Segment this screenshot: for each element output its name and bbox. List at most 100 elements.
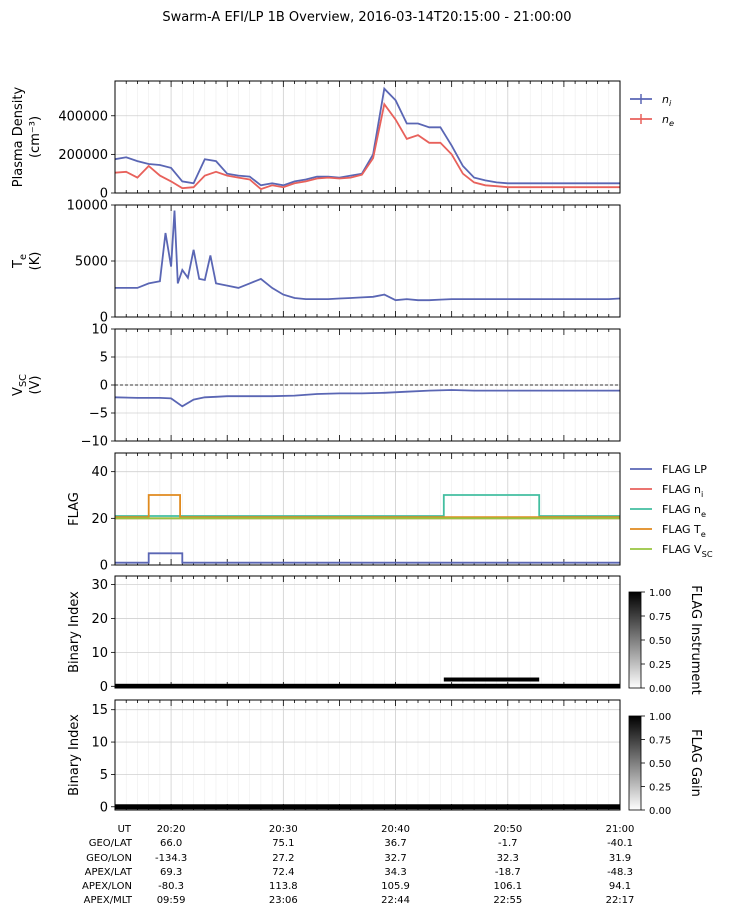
axes-frame bbox=[114, 699, 621, 811]
x-table-cell: 20:40 bbox=[381, 824, 410, 835]
y-tick-label: 0 bbox=[100, 559, 108, 574]
x-table-row-label: APEX/LAT bbox=[85, 867, 133, 878]
legend-label: FLAG LP bbox=[662, 463, 707, 476]
y-tick-label: 40 bbox=[91, 465, 108, 480]
series-n-e bbox=[115, 102, 620, 191]
x-table-cell: 20:50 bbox=[493, 824, 522, 835]
plot-area bbox=[115, 210, 620, 302]
colorbar-gradient bbox=[628, 591, 642, 689]
y-axis-label: FLAG bbox=[67, 492, 82, 526]
x-table-cell: 27.2 bbox=[272, 853, 294, 864]
binary-bar-index-0 bbox=[115, 804, 620, 810]
x-table-cell: 66.0 bbox=[160, 838, 182, 849]
x-table-cell: -48.3 bbox=[607, 867, 633, 878]
colorbar-tick-label: 0.00 bbox=[649, 806, 671, 817]
y-tick-label: 20 bbox=[91, 512, 108, 527]
x-table-cell: 32.7 bbox=[384, 853, 406, 864]
x-table-row-label: GEO/LON bbox=[86, 853, 132, 864]
y-tick-label: 30 bbox=[91, 578, 108, 593]
y-tick-label: 400000 bbox=[58, 109, 108, 124]
legend-label: FLAG ni bbox=[662, 483, 703, 499]
x-table-cell: 106.1 bbox=[493, 881, 522, 892]
y-tick-label: 10 bbox=[91, 323, 108, 338]
x-table-row-label: UT bbox=[118, 824, 132, 835]
y-tick-label: 5 bbox=[100, 768, 108, 783]
colorbar-tick-label: 0.00 bbox=[649, 684, 671, 695]
colorbar-flag_instrument: 0.00 0.25 0.50 0.75 1.00 FLAG Instrument bbox=[628, 585, 703, 695]
colorbar-label: FLAG Instrument bbox=[688, 585, 703, 694]
x-table-row-label: APEX/LON bbox=[82, 881, 132, 892]
series-t-e bbox=[115, 210, 620, 302]
y-tick-label: 5 bbox=[100, 351, 108, 366]
legend-entry: FLAG VSC bbox=[630, 543, 713, 559]
panel-flag_gain: 0 5 10 15 Binary Index bbox=[67, 699, 621, 815]
legend-entry: FLAG LP bbox=[630, 463, 707, 476]
series-v-sc bbox=[115, 389, 620, 408]
x-table-cell: 22:17 bbox=[606, 895, 635, 906]
plot-area bbox=[115, 677, 620, 688]
y-tick-label: 5000 bbox=[75, 255, 108, 270]
y-tick-label: 15 bbox=[91, 703, 108, 718]
x-table-cell: 75.1 bbox=[272, 838, 294, 849]
y-tick-label: 0 bbox=[100, 379, 108, 394]
colorbar-tick-label: 0.50 bbox=[649, 759, 671, 770]
legend-entry: FLAG Te bbox=[630, 523, 706, 539]
x-table-cell: 20:30 bbox=[269, 824, 298, 835]
x-table-cell: 22:44 bbox=[381, 895, 410, 906]
x-table-cell: 09:59 bbox=[157, 895, 186, 906]
x-table-cell: -80.3 bbox=[158, 881, 184, 892]
colorbar-tick-label: 0.25 bbox=[649, 783, 671, 794]
panel-vsc: −10 −5 0 5 10 VSC (V) bbox=[11, 323, 621, 450]
series-flag-t-e bbox=[115, 494, 620, 519]
axes-frame bbox=[114, 80, 621, 194]
x-table-cell: 94.1 bbox=[609, 881, 631, 892]
y-axis-label: Binary Index bbox=[67, 591, 82, 673]
y-tick-label: 10 bbox=[91, 736, 108, 751]
panel-flag: 0 20 40 FLAG bbox=[67, 452, 621, 574]
series-flag-lp bbox=[115, 552, 620, 564]
x-table-cell: -18.7 bbox=[495, 867, 521, 878]
colorbar-label: FLAG Gain bbox=[688, 729, 703, 797]
x-table-cell: 105.9 bbox=[381, 881, 410, 892]
legend-entry: FLAG ni bbox=[630, 483, 703, 499]
y-axis-label: (V) bbox=[28, 375, 43, 394]
y-tick-label: −5 bbox=[89, 407, 108, 422]
panel-density: 0 200000 400000 Plasma Density (cm⁻³) bbox=[11, 80, 621, 202]
legend-label: FLAG ne bbox=[662, 503, 706, 519]
colorbar-tick-label: 0.50 bbox=[649, 636, 671, 647]
y-tick-label: 20 bbox=[91, 612, 108, 627]
y-tick-label: 10 bbox=[91, 646, 108, 661]
x-table-cell: -1.7 bbox=[498, 838, 518, 849]
y-tick-label: 0 bbox=[100, 187, 108, 202]
x-table-cell: 22:55 bbox=[493, 895, 522, 906]
x-table-cell: 23:06 bbox=[269, 895, 298, 906]
y-axis-label: Binary Index bbox=[67, 714, 82, 796]
y-tick-label: 10000 bbox=[67, 199, 108, 214]
series-n-i bbox=[115, 86, 620, 187]
colorbar-gradient bbox=[628, 715, 642, 811]
legend-entry: ne bbox=[630, 113, 674, 128]
y-tick-label: 0 bbox=[100, 800, 108, 815]
x-table-cell: -134.3 bbox=[155, 853, 187, 864]
y-axis-label: (K) bbox=[28, 252, 43, 271]
x-table-cell: 31.9 bbox=[609, 853, 631, 864]
x-table-cell: -40.1 bbox=[607, 838, 633, 849]
colorbar-flag_gain: 0.00 0.25 0.50 0.75 1.00 FLAG Gain bbox=[628, 712, 703, 817]
plot-area bbox=[115, 384, 620, 408]
y-tick-label: 200000 bbox=[58, 148, 108, 163]
binary-bar-index-0 bbox=[115, 683, 620, 688]
axes-frame bbox=[114, 204, 621, 318]
x-table-cell: 21:00 bbox=[606, 824, 635, 835]
colorbar-tick-label: 0.75 bbox=[649, 612, 671, 623]
colorbar-tick-label: 0.75 bbox=[649, 736, 671, 747]
plot-area bbox=[115, 804, 620, 810]
panel-te: 0 5000 10000 Te (K) bbox=[11, 199, 621, 326]
legend-label: FLAG VSC bbox=[662, 543, 713, 559]
x-table-cell: 36.7 bbox=[384, 838, 406, 849]
axes-frame bbox=[114, 452, 621, 566]
binary-bar-index-2 bbox=[443, 677, 540, 682]
plot-area bbox=[115, 494, 620, 564]
panel-flag_instrument: 0 10 20 30 Binary Index bbox=[67, 575, 621, 695]
y-axis-label: Te bbox=[11, 254, 29, 269]
